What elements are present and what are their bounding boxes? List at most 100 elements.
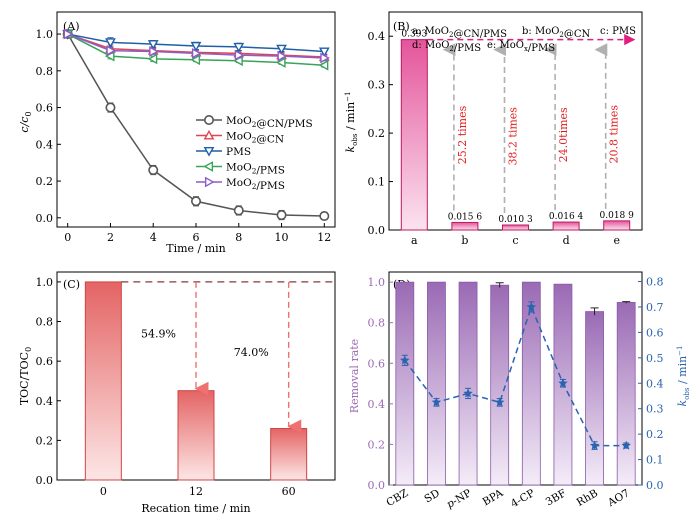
- panel-a-data-point: [276, 210, 287, 221]
- panel-b-x-tick-label: b: [461, 234, 468, 247]
- panel-b-bar: [451, 221, 479, 231]
- panel-d: (D) 0.00.20.40.60.81.00.00.10.20.30.40.5…: [348, 271, 691, 511]
- panel-b-x-tick-label: a: [411, 234, 418, 247]
- panel-d-ylabel: Removal rate: [348, 339, 361, 413]
- panel-a-legend-label-part: MoO: [226, 177, 252, 189]
- panel-a-data-point: [318, 59, 329, 71]
- panel-a-legend-label-part: @CN/PMS: [256, 118, 312, 130]
- panel-c-x-tick-label: 12: [189, 485, 203, 498]
- panel-d-y2-tick-label: 0.3: [646, 403, 664, 416]
- panel-b-x-tick-label: d: [563, 234, 570, 247]
- panel-b-legend-b-part: @CN: [564, 29, 591, 40]
- panel-d-y2-tick-label: 0.5: [646, 352, 664, 365]
- panel-a-data-point: [277, 50, 288, 62]
- panel-d-bar: [616, 302, 636, 486]
- panel-a-legend-label-part: PMS: [226, 146, 251, 158]
- panel-b-legend-e-part: e: MoO: [487, 40, 524, 51]
- panel-d-bar: [585, 311, 604, 486]
- panel-d-y2label: kobs / min−1: [676, 345, 691, 406]
- panel-c-x-tick-label: 0: [100, 485, 107, 498]
- panel-b-value-label: 0.015 6: [448, 212, 483, 222]
- panel-a-y-tick-label: 1.0: [36, 28, 54, 41]
- panel-a-x-tick-label: 2: [107, 231, 114, 244]
- panel-c-y-tick-label: 1.0: [36, 276, 54, 289]
- panel-d-kobs-point: [463, 388, 473, 398]
- panel-b-ylabel: kobs / min−1: [344, 91, 359, 152]
- panel-c-y-tick-label: 0.6: [36, 355, 54, 368]
- panel-a-legend-label-part: MoO: [226, 131, 252, 143]
- panel-a-y-tick-label: 0.4: [36, 138, 54, 151]
- panel-b-value-label: 0.393: [401, 30, 427, 40]
- panel-d-y-tick-label: 0.2: [368, 438, 386, 451]
- panel-d-y-tick-label: 0.6: [368, 357, 386, 370]
- panel-d-frame: [388, 271, 643, 486]
- panel-a-legend-label: MoO2@CN/PMS: [226, 115, 313, 130]
- panel-a-y-tick-label: 0.6: [36, 102, 54, 115]
- panel-d-x-tick-label: SD: [422, 487, 442, 505]
- panel-a-x-tick-label: 4: [150, 231, 157, 244]
- panel-a-legend-label-sub: 2: [252, 182, 257, 191]
- panel-b-value-label: 0.010 3: [498, 215, 533, 225]
- panel-a-y-tick-label: 0.0: [36, 212, 54, 225]
- panel-c-y-tick-label: 0.4: [36, 395, 54, 408]
- panel-d-y2-tick-label: 0.2: [646, 428, 664, 441]
- panel-a-y-tick-label: 0.2: [36, 175, 54, 188]
- panel-b-y-tick-label: 0.3: [368, 79, 386, 92]
- panel-a-data-point: [147, 40, 159, 50]
- panel-b-legend-d-sub: 2: [449, 45, 453, 53]
- panel-b: (B) 0.0 0.1 0.2 0.3 0.4 a b c d e 0.393 0.015 6 0.0…: [344, 11, 643, 247]
- panel-b-x-tick-label: c: [512, 234, 518, 247]
- panel-d-bar: [458, 281, 478, 486]
- panel-c-y-tick-label: 0.8: [36, 316, 54, 329]
- panel-b-ratio-label: 20.8 times: [608, 105, 621, 164]
- panel-a-data-point: [233, 42, 245, 53]
- panel-d-kobs-point: [431, 397, 442, 407]
- panel-d-x-tick-label: RhB: [575, 487, 601, 509]
- panel-a-data-point: [320, 52, 330, 64]
- panel-d-x-tick-label: p-NP: [445, 487, 474, 511]
- panel-d-x-tick-label: 4-CP: [509, 487, 537, 510]
- panel-a-x-tick-label: 8: [235, 231, 242, 244]
- panel-a-legend-label-part: /PMS: [256, 165, 285, 177]
- panel-c-tag: (C): [63, 278, 80, 291]
- panel-d-y-tick-label: 1.0: [368, 276, 386, 289]
- panel-c-removal-label: 54.9%: [141, 327, 176, 340]
- panel-b-x-tick-label: e: [613, 234, 620, 247]
- panel-a-data-point: [147, 53, 158, 65]
- panel-a-legend-label-part: @CN: [256, 134, 284, 146]
- panel-a-data-point: [63, 28, 74, 40]
- panel-a-legend-label-sub: 2: [252, 120, 257, 129]
- panel-c-x-tick-label: 60: [282, 485, 296, 498]
- panel-d-x-tick-label: 3BF: [544, 487, 569, 508]
- panel-d-y-tick-label: 0.4: [368, 398, 386, 411]
- panel-a-data-point: [318, 47, 330, 58]
- panel-d-y2-tick-label: 0.8: [646, 276, 664, 289]
- panel-a-legend-marker: [203, 161, 214, 172]
- panel-b-y-tick-label: 0.1: [368, 176, 386, 189]
- panel-b-legend-d-part: /PMS: [454, 43, 481, 54]
- panel-b-legend-a-part: a: MoO: [412, 26, 449, 37]
- panel-b-ratio-label: 38.2 times: [507, 107, 520, 166]
- panel-c-bar: [270, 427, 308, 481]
- panel-d-x-tick-label: CBZ: [384, 487, 410, 509]
- panel-c-y-tick-label: 0.2: [36, 434, 54, 447]
- panel-b-y-tick-label: 0.0: [368, 224, 386, 237]
- panel-a-x-tick-label: 0: [64, 231, 71, 244]
- panel-d-bar: [395, 281, 415, 486]
- panel-d-y2-tick-label: 0.6: [646, 326, 664, 339]
- panel-d-kobs-point: [558, 378, 568, 388]
- panel-d-bar: [490, 284, 510, 486]
- panel-b-value-label: 0.018 9: [600, 211, 635, 221]
- panel-c-ylabel: TOC/TOC0: [18, 347, 33, 405]
- panel-a-legend-label-sub: 2: [252, 136, 257, 145]
- panel-a-legend-label-part: /PMS: [256, 180, 285, 192]
- panel-b-legend-a: a: MoO2@CN/PMS: [412, 26, 507, 40]
- panel-a-ylabel: c/c0: [18, 111, 33, 132]
- panel-b-legend-b-part: b: MoO: [522, 26, 559, 37]
- panel-b-legend-b: b: MoO2@CN: [522, 26, 591, 40]
- panel-a-legend-marker: [204, 176, 215, 188]
- panel-d-x-tick-label: BPA: [481, 487, 506, 508]
- panel-b-legend-b-sub: 2: [559, 31, 563, 39]
